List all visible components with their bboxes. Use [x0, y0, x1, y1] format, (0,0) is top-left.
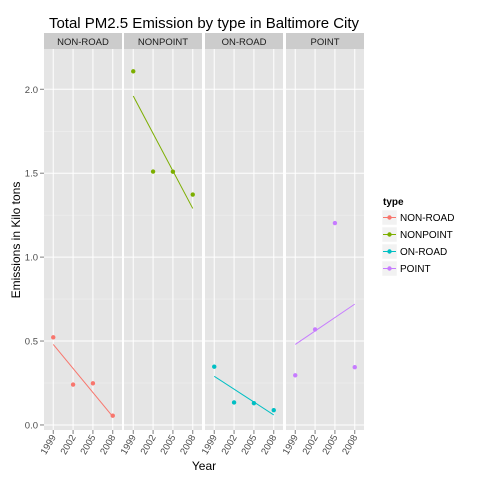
facet-strip-label: NON-ROAD [57, 37, 109, 48]
panel-background [44, 49, 122, 430]
legend-point [387, 266, 392, 271]
data-point [70, 382, 76, 387]
data-point [352, 365, 357, 370]
y-tick-label: 0.0 [25, 420, 38, 431]
facet-strip [44, 33, 122, 49]
data-point [110, 413, 115, 418]
chart-title: Total PM2.5 Emission by type in Baltimor… [49, 15, 360, 32]
facet-strip [286, 33, 364, 49]
facet-panel-point: POINT 1999 2002 2005 2008 [281, 33, 364, 457]
data-point [90, 381, 96, 386]
facet-panel-nonpoint: NONPOINT 1999 2002 2005 2008 [119, 33, 202, 457]
x-tick-label: 2005 [78, 433, 98, 457]
data-point [170, 169, 176, 174]
data-point [332, 220, 338, 226]
data-point [251, 400, 257, 406]
facet-strip [124, 33, 202, 49]
panel-background [286, 49, 364, 430]
x-tick-label: 2005 [320, 433, 340, 457]
panel-background [124, 49, 202, 430]
trend-line [294, 303, 356, 345]
facet-strip-label: ON-ROAD [222, 37, 267, 48]
data-point [190, 192, 195, 197]
x-tick-label: 2002 [139, 433, 159, 457]
panel-background [205, 49, 283, 430]
x-tick-label: 1999 [200, 433, 220, 457]
legend-label: ON-ROAD [400, 247, 447, 258]
trend-line [132, 95, 194, 209]
x-tick-label: 2005 [239, 433, 259, 457]
x-tick-label: 2008 [259, 433, 279, 457]
y-axis: 0.0 0.5 1.0 1.5 2.0 [25, 85, 44, 431]
x-tick-label: 1999 [39, 433, 59, 457]
legend-label: NONPOINT [400, 230, 453, 241]
x-tick-label: 1999 [281, 433, 301, 457]
data-point [51, 335, 56, 340]
legend-point [387, 215, 392, 220]
facet-strip-label: POINT [310, 37, 339, 48]
data-point [312, 327, 318, 332]
legend-point [387, 249, 392, 254]
y-tick-label: 2.0 [25, 85, 38, 96]
data-point [150, 169, 156, 174]
legend-title: type [383, 197, 404, 208]
y-tick-label: 1.5 [25, 169, 38, 180]
facet-panel-on-road: ON-ROAD 1999 2002 2005 2008 [200, 33, 283, 457]
legend: type NON-ROAD NONPOINT ON-ROAD POINT [381, 197, 454, 277]
trend-line [213, 375, 275, 416]
x-tick-label: 2005 [158, 433, 178, 457]
data-point [131, 69, 136, 74]
facet-strip-label: NONPOINT [138, 37, 188, 48]
legend-label: POINT [400, 264, 431, 275]
data-point [212, 364, 217, 369]
x-tick-label: 2002 [59, 433, 79, 457]
y-axis-label: Emissions in Kilo tons [9, 182, 23, 299]
x-tick-label: 2008 [340, 433, 360, 457]
x-tick-label: 2008 [178, 433, 198, 457]
legend-point [387, 232, 392, 237]
trend-line [52, 344, 114, 417]
y-tick-label: 0.5 [25, 337, 38, 348]
data-point [271, 407, 276, 413]
x-tick-label: 1999 [119, 433, 139, 457]
data-point [293, 373, 298, 378]
data-point [231, 400, 237, 405]
x-axis-label: Year [192, 459, 216, 473]
x-tick-label: 2002 [301, 433, 321, 457]
facet-panel-non-road: NON-ROAD 1999 2002 2005 2008 [39, 33, 122, 457]
facet-strip [205, 33, 283, 49]
legend-label: NON-ROAD [400, 213, 454, 224]
y-tick-label: 1.0 [25, 253, 38, 264]
x-tick-label: 2008 [98, 433, 118, 457]
x-tick-label: 2002 [220, 433, 240, 457]
